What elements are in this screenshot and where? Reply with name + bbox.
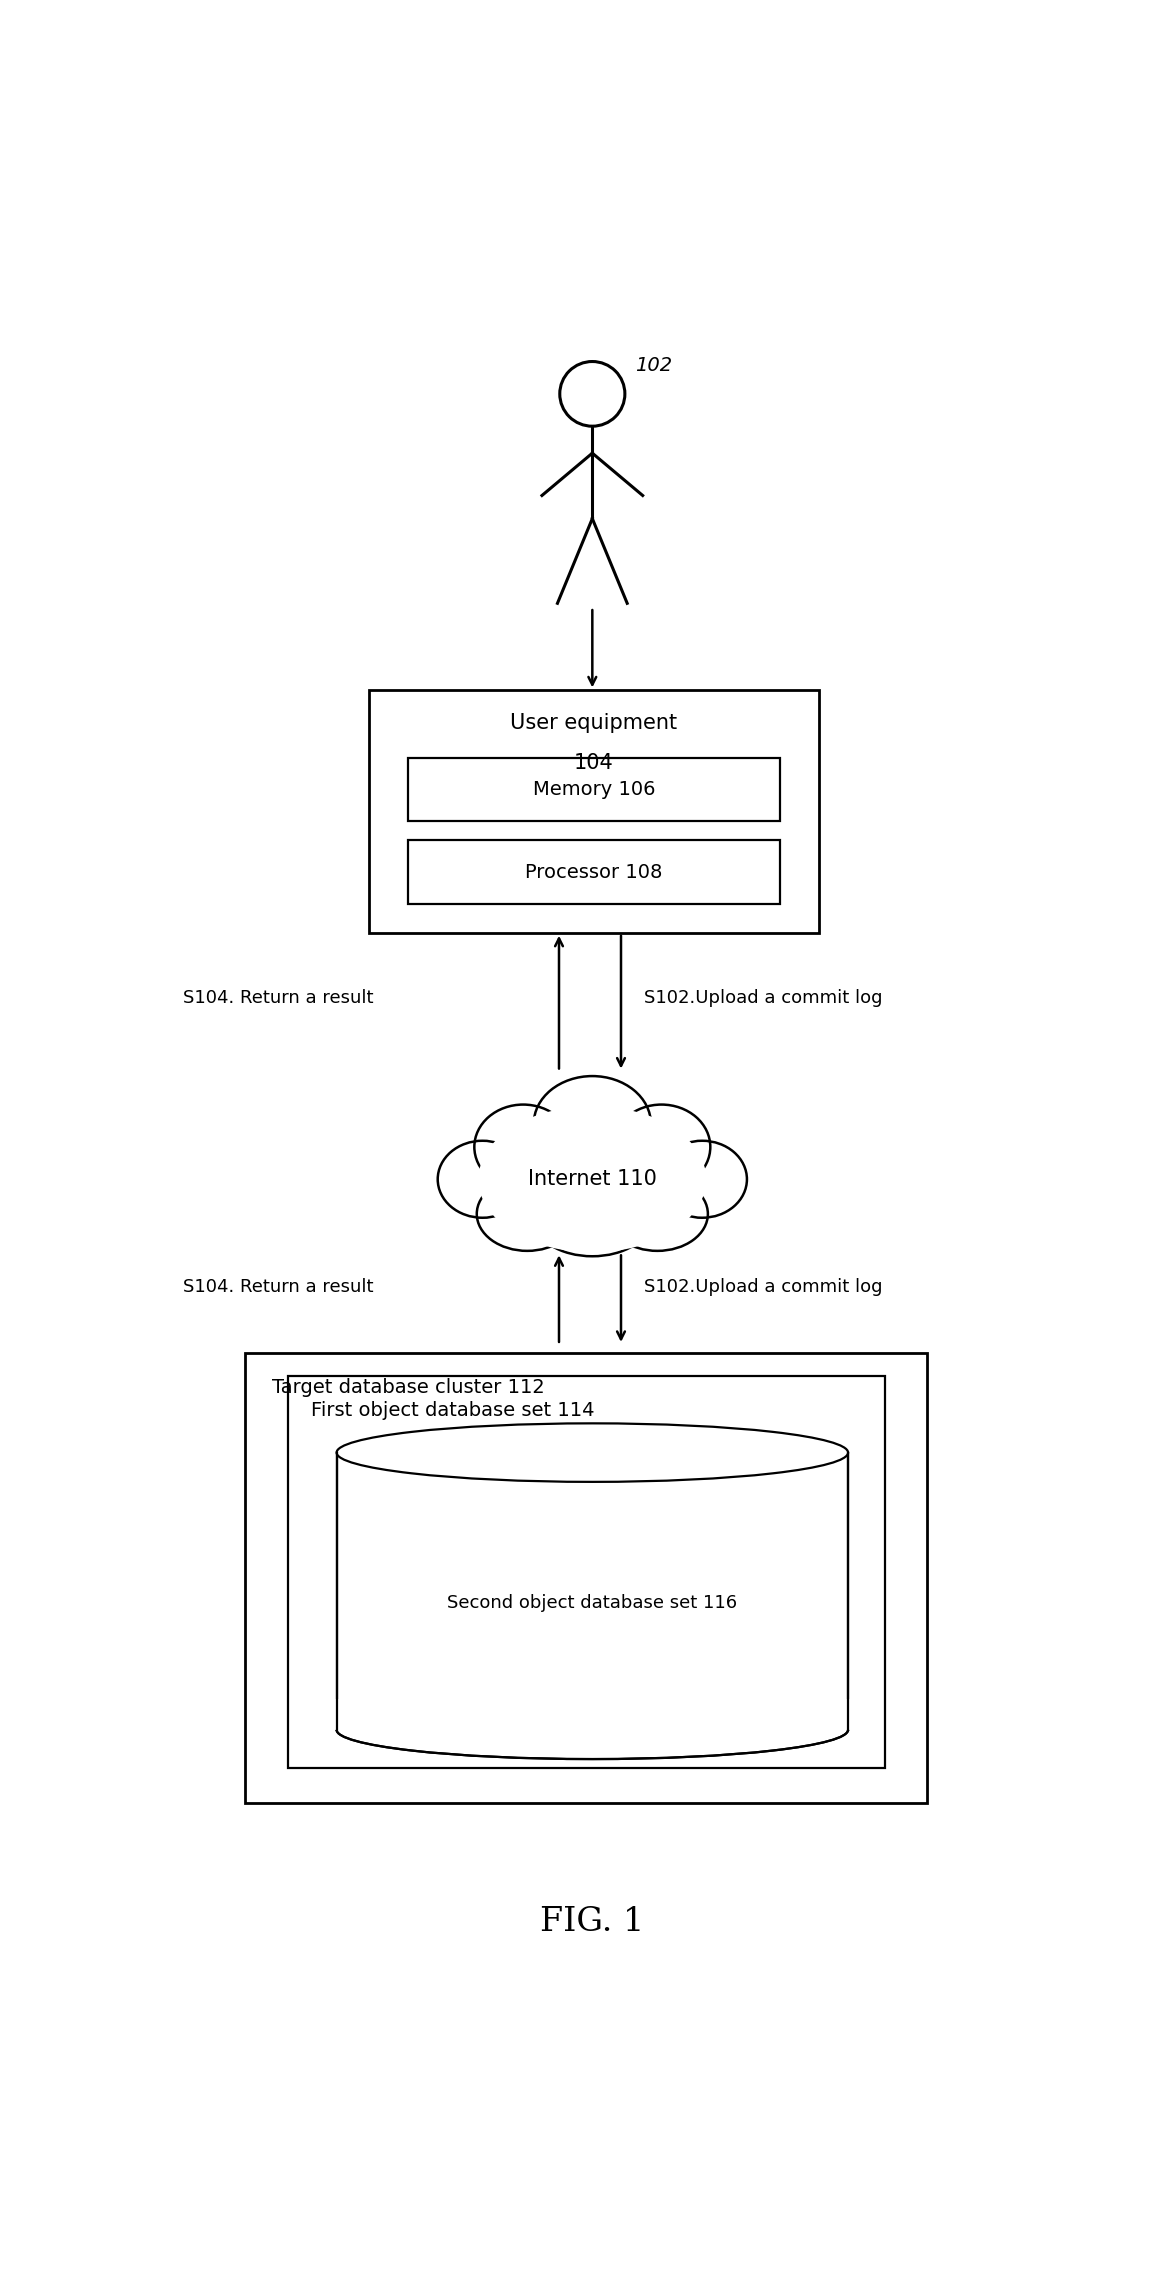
Text: Internet 110: Internet 110	[528, 1170, 657, 1188]
Ellipse shape	[477, 1177, 578, 1250]
Bar	[336, 1452, 848, 1730]
Text: Memory 106: Memory 106	[532, 780, 655, 798]
Text: S104. Return a result: S104. Return a result	[184, 1278, 373, 1296]
Text: FIG. 1: FIG. 1	[541, 1906, 644, 1938]
Bar	[245, 1353, 927, 1803]
Ellipse shape	[438, 1140, 527, 1218]
Text: First object database set 114: First object database set 114	[311, 1402, 595, 1420]
Ellipse shape	[608, 1177, 708, 1250]
Ellipse shape	[478, 1106, 706, 1253]
Ellipse shape	[336, 1422, 848, 1482]
Bar	[370, 690, 819, 934]
Text: 102: 102	[635, 356, 672, 374]
Ellipse shape	[657, 1140, 747, 1218]
Ellipse shape	[534, 1076, 651, 1172]
Text: Second object database set 116: Second object database set 116	[447, 1594, 737, 1613]
Ellipse shape	[612, 1106, 710, 1188]
Ellipse shape	[534, 1181, 651, 1257]
Text: Target database cluster 112: Target database cluster 112	[273, 1379, 545, 1397]
Ellipse shape	[336, 1700, 848, 1759]
Text: User equipment: User equipment	[511, 713, 678, 732]
Bar	[288, 1376, 885, 1769]
Text: 104: 104	[574, 752, 613, 773]
Bar	[333, 1700, 852, 1730]
Text: Processor 108: Processor 108	[526, 863, 663, 881]
Bar	[408, 757, 780, 821]
Bar	[408, 840, 780, 904]
Text: S102.Upload a commit log: S102.Upload a commit log	[644, 1278, 882, 1296]
Text: S104. Return a result: S104. Return a result	[184, 989, 373, 1007]
Text: S102.Upload a commit log: S102.Upload a commit log	[644, 989, 882, 1007]
Ellipse shape	[475, 1106, 572, 1188]
